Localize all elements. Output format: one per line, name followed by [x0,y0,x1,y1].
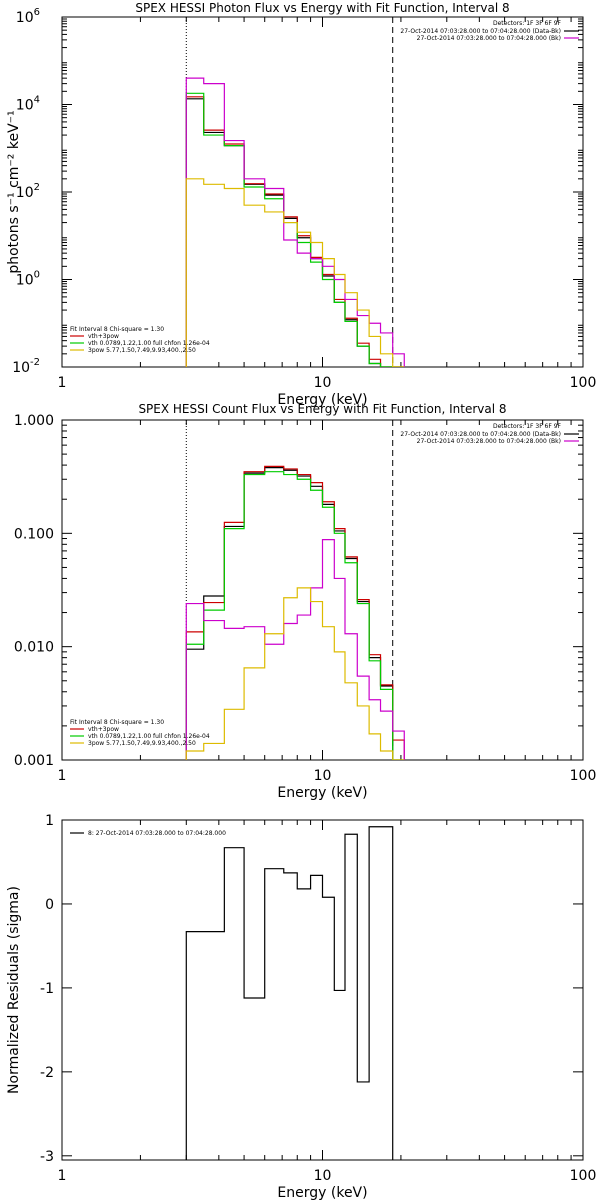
series-group [185,465,405,760]
y-tick-label: 1 [45,813,54,829]
chart-panel-1: SPEX HESSI Photon Flux vs Energy with Fi… [6,1,596,408]
fit-legend-header: Fit Interval 8 Chi-square = 1.30 [70,326,164,333]
series-group [185,826,394,1160]
series-line-5 [185,587,405,760]
x-tick-label: 100 [570,1168,597,1184]
series-line-1 [185,98,405,367]
x-axis-label: Energy (keV) [277,785,367,801]
x-axis-label: Energy (keV) [277,1185,367,1200]
legend-entry-label: 27-Oct-2014 07:03:28.000 to 07:04:28.000… [417,35,561,42]
y-tick-exponent: 4 [34,95,40,106]
series-line-2 [185,96,405,367]
chart-title: SPEX HESSI Photon Flux vs Energy with Fi… [135,1,509,15]
series-line-3 [185,92,405,367]
fit-legend-entry: 3pow 5.77,1.50,7.49,9.93,400.,2.50 [88,347,196,354]
y-tick-label: 100 [16,270,40,289]
y-tick-exponent: 2 [34,182,40,193]
y-tick-label: 0.100 [14,526,54,542]
legend-header: Detectors: 1F 3F 6F 9F [493,423,562,430]
series-group [185,77,405,367]
y-tick-label: 0.010 [14,640,54,656]
y-tick-label: 106 [16,7,40,26]
y-tick-label: 102 [16,182,40,201]
y-tick-exponent: 0 [34,270,40,281]
y-tick-base: 10 [16,273,34,289]
y-tick-label: 10-2 [12,357,40,376]
fit-legend-entry: vth 0.0789,1.22,1.00 full chfon 1.26e-04 [88,340,210,347]
series-line-2 [185,465,405,760]
chart-panel-3: 1 10 100 Energy (keV) -3 -2 -1 0 1 Normalized Res… [6,813,596,1200]
x-tick-label: 1 [58,1168,67,1184]
y-tick-base: 10 [12,360,30,376]
legend-entry-label: 27-Oct-2014 07:03:28.000 to 07:04:28.000… [400,431,561,438]
x-tick-label: 10 [314,768,332,784]
series-line-5 [185,178,405,367]
x-tick-label: 10 [314,375,332,391]
plot-frame [61,819,584,1161]
y-tick-label: -1 [40,981,54,997]
y-tick-exponent: 6 [34,7,40,18]
series-line-4 [185,539,405,760]
series-line-4 [185,77,405,367]
series-line-1 [185,467,405,760]
y-tick-label: -3 [40,1149,54,1165]
legend-entry-label: 27-Oct-2014 07:03:28.000 to 07:04:28.000… [417,438,561,445]
fit-legend-entry: vth+3pow [88,333,119,340]
x-tick-label: 100 [570,375,597,391]
y-tick-exponent: -2 [30,357,40,368]
y-tick-label: 0.001 [14,753,54,769]
legend-entry-label: 27-Oct-2014 07:03:28.000 to 07:04:28.000… [400,28,561,35]
x-axis-label: Energy (keV) [277,392,367,408]
y-tick-label: 0 [45,897,54,913]
y-axis-label: Normalized Residuals (sigma) [6,886,22,1094]
y-axis-label: photons s⁻¹ cm⁻² keV⁻¹ [6,110,22,273]
fit-legend-entry: vth 0.0789,1.22,1.00 full chfon 1.26e-04 [88,733,210,740]
y-tick-base: 10 [16,98,34,114]
plot-frame [61,419,584,761]
fit-legend-entry: 3pow 5.77,1.50,7.49,9.93,400.,2.50 [88,740,196,747]
x-tick-label: 1 [58,375,67,391]
x-tick-label: 1 [58,768,67,784]
fit-legend-entry: vth+3pow [88,726,119,733]
y-tick-base: 10 [16,10,34,26]
x-tick-label: 100 [570,768,597,784]
series-line-3 [185,471,405,760]
fit-legend-header: Fit Interval 8 Chi-square = 1.30 [70,719,164,726]
fit-legend-entry: 8: 27-Oct-2014 07:03:28.000 to 07:04:28.… [88,830,226,837]
y-tick-base: 10 [16,185,34,201]
y-tick-label: -2 [40,1065,54,1081]
chart-title: SPEX HESSI Count Flux vs Energy with Fit… [138,402,506,416]
chart-panel-2: SPEX HESSI Count Flux vs Energy with Fit… [14,402,596,801]
y-tick-label: 104 [16,95,40,114]
x-tick-label: 10 [314,1168,332,1184]
legend-header: Detectors: 1F 3F 6F 9F [493,20,562,27]
plot-frame [61,16,584,368]
y-tick-label: 1.000 [14,413,54,429]
series-line-1 [185,826,394,1160]
